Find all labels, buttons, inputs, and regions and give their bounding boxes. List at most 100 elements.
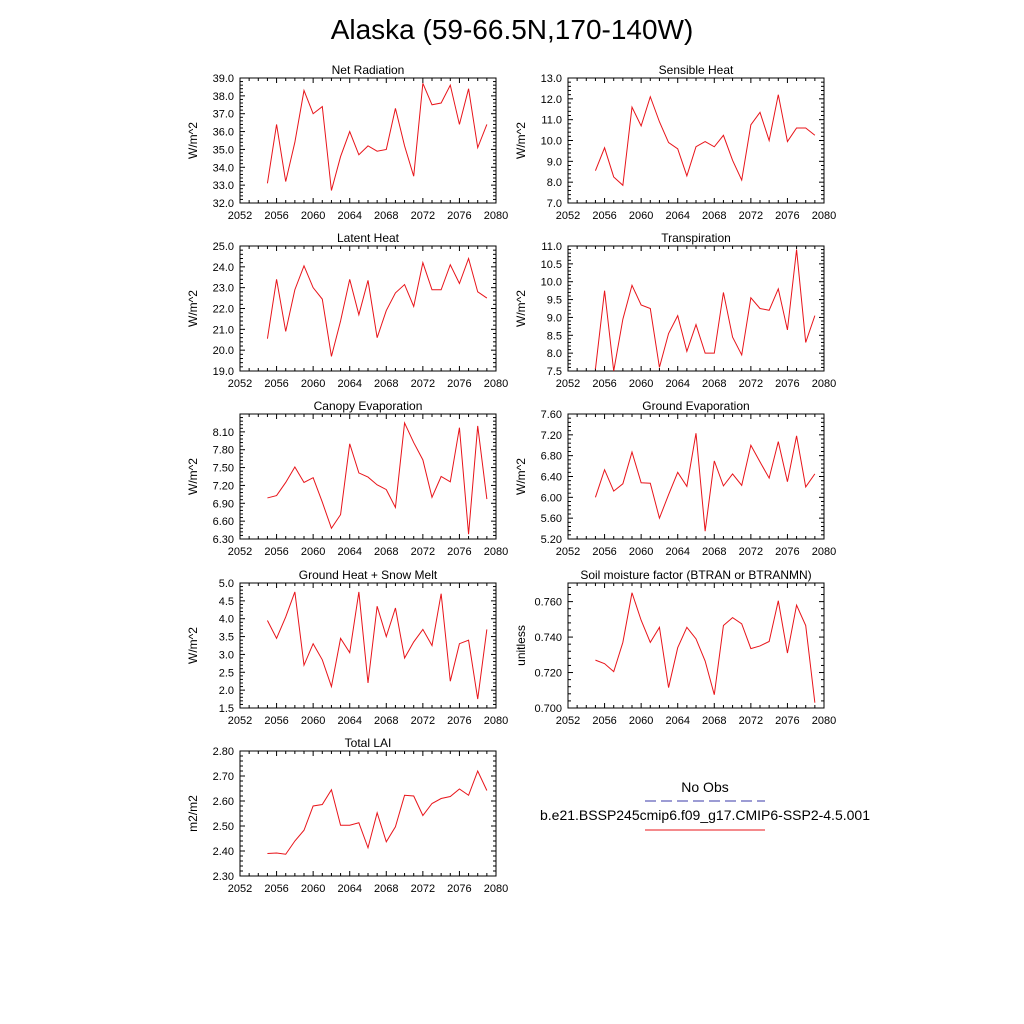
y-tick-label: 10.0 [541, 277, 562, 289]
x-tick-label: 2064 [665, 210, 689, 222]
x-tick-label: 2072 [739, 546, 763, 558]
x-tick-label: 2076 [447, 378, 471, 390]
panel-6: Ground Evaporation W/m^2 2052 2056 2060 2064 2… [514, 399, 836, 558]
y-tick-label: 34.0 [213, 162, 234, 174]
y-tick-label: 6.40 [541, 472, 562, 484]
y-tick-label: 8.10 [213, 427, 234, 439]
x-tick-label: 2068 [374, 715, 398, 727]
y-tick-label: 7.80 [213, 445, 234, 457]
x-tick-label: 2056 [264, 378, 288, 390]
y-tick-label: 2.60 [213, 796, 234, 808]
x-tick-label: 2052 [228, 715, 252, 727]
x-tick-label: 2052 [556, 546, 580, 558]
y-tick-label: 0.700 [534, 703, 562, 715]
panel-title: Latent Heat [337, 231, 400, 245]
x-tick-label: 2076 [775, 378, 799, 390]
panel-4: Transpiration W/m^2 2052 2056 2060 2064 2068 20… [514, 231, 836, 390]
y-tick-label: 8.0 [547, 177, 562, 189]
x-tick-label: 2080 [484, 546, 508, 558]
y-tick-label: 35.0 [213, 144, 234, 156]
x-tick-label: 2080 [484, 715, 508, 727]
y-tick-label: 6.90 [213, 498, 234, 510]
y-tick-label: 3.0 [219, 649, 234, 661]
panel-9: Total LAI m2/m2 2052 2056 2060 2064 2068 2072 20… [186, 736, 508, 895]
y-tick-label: 21.0 [213, 324, 234, 336]
x-tick-label: 2076 [775, 546, 799, 558]
x-tick-label: 2068 [374, 883, 398, 895]
panel-title: Net Radiation [332, 63, 405, 77]
y-tick-label: 0.720 [534, 668, 562, 680]
y-tick-label: 24.0 [213, 262, 234, 274]
y-tick-label: 9.0 [547, 156, 562, 168]
x-tick-label: 2052 [228, 210, 252, 222]
legend-obs-label: No Obs [681, 779, 728, 795]
y-axis-label: W/m^2 [186, 458, 200, 495]
x-tick-label: 2060 [629, 378, 653, 390]
x-tick-label: 2064 [337, 883, 361, 895]
y-tick-label: 1.5 [219, 703, 234, 715]
x-tick-label: 2080 [484, 378, 508, 390]
y-tick-label: 10.5 [541, 259, 562, 271]
y-tick-label: 2.30 [213, 871, 234, 883]
panel-title: Soil moisture factor (BTRAN or BTRANMN) [580, 568, 811, 582]
y-tick-label: 22.0 [213, 304, 234, 316]
y-tick-label: 6.60 [213, 516, 234, 528]
x-tick-label: 2052 [228, 546, 252, 558]
y-tick-label: 23.0 [213, 283, 234, 295]
y-axis-label: W/m^2 [186, 122, 200, 159]
panel-title: Ground Heat + Snow Melt [299, 568, 438, 582]
x-tick-label: 2068 [374, 378, 398, 390]
y-tick-label: 25.0 [213, 241, 234, 253]
x-tick-label: 2076 [775, 210, 799, 222]
y-tick-label: 37.0 [213, 109, 234, 121]
x-tick-label: 2064 [337, 715, 361, 727]
panel-title: Total LAI [345, 736, 392, 750]
x-tick-label: 2076 [447, 883, 471, 895]
y-tick-label: 36.0 [213, 127, 234, 139]
legend: No Obs b.e21.BSSP245cmip6.f09_g17.CMIP6-… [540, 779, 870, 831]
y-axis-label: W/m^2 [514, 122, 528, 159]
y-tick-label: 20.0 [213, 345, 234, 357]
y-tick-label: 39.0 [213, 73, 234, 85]
y-tick-label: 12.0 [541, 94, 562, 106]
y-tick-label: 7.50 [213, 463, 234, 475]
y-tick-label: 33.0 [213, 180, 234, 192]
y-tick-label: 8.5 [547, 330, 562, 342]
x-tick-label: 2056 [592, 378, 616, 390]
y-tick-label: 2.80 [213, 746, 234, 758]
y-tick-label: 2.0 [219, 685, 234, 697]
y-axis-label: W/m^2 [514, 290, 528, 327]
x-tick-label: 2060 [629, 210, 653, 222]
legend-model-label: b.e21.BSSP245cmip6.f09_g17.CMIP6-SSP2-4.… [540, 807, 870, 823]
x-tick-label: 2068 [374, 546, 398, 558]
panel-title: Canopy Evaporation [314, 399, 423, 413]
y-tick-label: 11.0 [541, 115, 562, 127]
y-tick-label: 2.5 [219, 667, 234, 679]
x-tick-label: 2080 [812, 210, 836, 222]
x-tick-label: 2056 [592, 546, 616, 558]
x-tick-label: 2072 [739, 210, 763, 222]
x-tick-label: 2080 [812, 378, 836, 390]
y-tick-label: 5.0 [219, 578, 234, 590]
y-tick-label: 7.20 [213, 480, 234, 492]
x-tick-label: 2080 [484, 210, 508, 222]
x-tick-label: 2076 [447, 210, 471, 222]
x-tick-label: 2052 [228, 378, 252, 390]
y-tick-label: 6.00 [541, 492, 562, 504]
x-tick-label: 2060 [301, 546, 325, 558]
x-tick-label: 2056 [264, 210, 288, 222]
x-tick-label: 2060 [301, 883, 325, 895]
y-tick-label: 2.70 [213, 771, 234, 783]
y-tick-label: 10.0 [541, 136, 562, 148]
y-tick-label: 7.5 [547, 366, 562, 378]
x-tick-label: 2068 [374, 210, 398, 222]
x-tick-label: 2056 [592, 715, 616, 727]
x-tick-label: 2080 [812, 715, 836, 727]
y-tick-label: 2.50 [213, 821, 234, 833]
y-tick-label: 32.0 [213, 198, 234, 210]
y-axis-label: unitless [514, 625, 528, 666]
figure-title: Alaska (59-66.5N,170-140W) [331, 14, 694, 45]
x-tick-label: 2056 [264, 883, 288, 895]
